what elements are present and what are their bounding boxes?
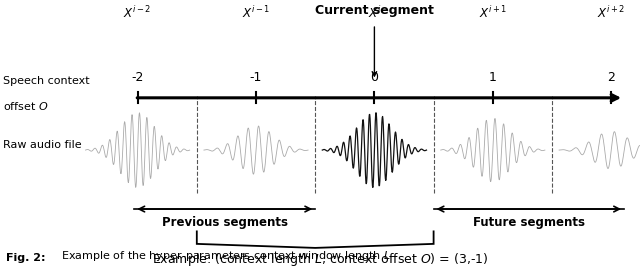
Text: Example: (context length $L$, context offset $\mathit{O}$) = (3,-1): Example: (context length $L$, context of… [152,251,488,267]
Text: Future segments: Future segments [473,216,585,229]
Text: 2: 2 [607,71,615,84]
Text: Example of the hyper-parameters context window length $L$: Example of the hyper-parameters context … [54,249,392,263]
Text: Current segment: Current segment [315,4,434,17]
Text: Fig. 2:: Fig. 2: [6,253,46,263]
Text: $X^{i+1}$: $X^{i+1}$ [479,6,507,21]
Text: -2: -2 [131,71,144,84]
Text: -1: -1 [250,71,262,84]
Text: $X^{i-1}$: $X^{i-1}$ [242,6,270,21]
Text: $X^{i+2}$: $X^{i+2}$ [597,6,625,21]
Text: $X^{i-2}$: $X^{i-2}$ [124,6,152,21]
Text: Raw audio file: Raw audio file [3,140,82,150]
Text: $X^{i}$: $X^{i}$ [367,6,381,21]
Text: offset $\mathit{O}$: offset $\mathit{O}$ [3,100,49,113]
Text: 0: 0 [371,71,378,84]
Text: Previous segments: Previous segments [162,216,288,229]
Text: 1: 1 [489,71,497,84]
Text: Speech context: Speech context [3,76,90,86]
